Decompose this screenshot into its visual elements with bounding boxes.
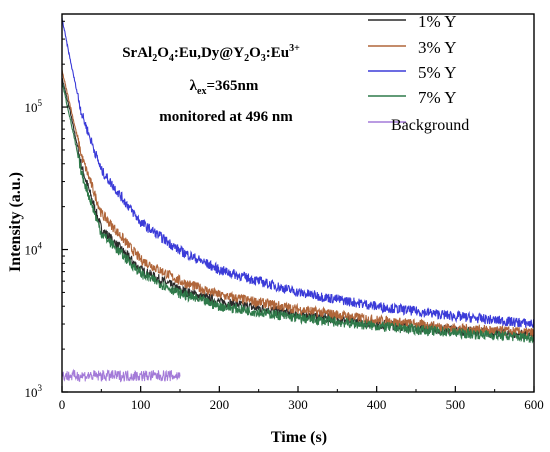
x-tick-label-0: 0 (59, 397, 66, 412)
x-tick-label-400: 400 (367, 397, 387, 412)
y-tick-label-100000: 105 (25, 98, 43, 115)
legend-label-0: 1% Y (418, 12, 457, 31)
y-tick-label-1000: 103 (25, 383, 43, 400)
legend-label-1: 3% Y (418, 38, 457, 57)
series-line-2 (61, 17, 535, 328)
legend: 1% Y 3% Y 5% Y 7% Y Background (368, 12, 469, 134)
legend-label-2: 5% Y (418, 63, 457, 82)
series-line-4 (61, 368, 181, 383)
y-tick-label-10000: 104 (25, 241, 43, 258)
x-tick-label-200: 200 (210, 397, 230, 412)
legend-label-3: 7% Y (418, 88, 457, 107)
annotation-excitation: λex=365nm (190, 78, 259, 97)
x-tick-label-100: 100 (131, 397, 151, 412)
annotation-monitored: monitored at 496 nm (159, 109, 293, 125)
y-axis-label: Intensity (a.u.) (7, 172, 24, 272)
series-line-3 (61, 82, 535, 344)
x-axis-label: Time (s) (271, 429, 327, 446)
series-line-1 (61, 69, 535, 338)
x-tick-label-600: 600 (524, 397, 544, 412)
legend-label-4: Background (391, 117, 469, 134)
plot-area: 0 100 200 300 400 500 600 103 104 105 (25, 13, 544, 412)
annotation-formula: SrAl2O4:Eu,Dy@Y2O3:Eu3+ (122, 43, 300, 64)
x-tick-label-500: 500 (446, 397, 466, 412)
x-tick-label-300: 300 (288, 397, 308, 412)
